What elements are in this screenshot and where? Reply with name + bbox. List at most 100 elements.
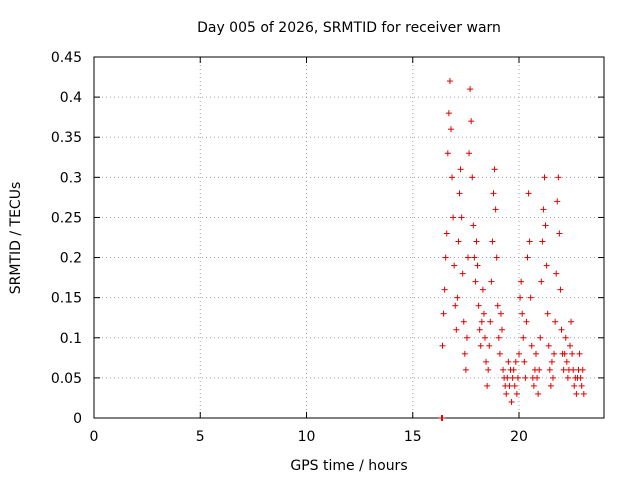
data-point [524, 254, 531, 261]
data-point [469, 174, 476, 181]
data-point [555, 174, 562, 181]
data-point [510, 366, 517, 373]
data-point [493, 254, 500, 261]
data-point [468, 118, 475, 125]
data-point [537, 334, 544, 341]
data-point [505, 358, 512, 365]
data-point [472, 278, 479, 285]
data-point [491, 166, 498, 173]
data-point [506, 382, 513, 389]
data-point [552, 318, 559, 325]
data-point [553, 270, 560, 277]
data-point [576, 350, 583, 357]
data-point [540, 206, 547, 213]
data-point [495, 334, 502, 341]
data-point [544, 310, 551, 317]
data-point [439, 415, 446, 421]
data-point [580, 390, 587, 397]
data-point [485, 366, 492, 373]
data-point [463, 334, 470, 341]
data-point [563, 358, 570, 365]
data-point [496, 350, 503, 357]
data-point [457, 166, 464, 173]
data-point [471, 254, 478, 261]
data-point [516, 350, 522, 357]
y-tick-label: 0.35 [51, 130, 82, 146]
data-point [479, 286, 486, 293]
data-point [467, 86, 474, 93]
data-point [453, 326, 460, 333]
data-point [480, 310, 487, 317]
data-point [539, 238, 546, 245]
data-point [541, 174, 548, 181]
data-point [492, 206, 499, 213]
data-point [483, 358, 490, 365]
data-point [523, 318, 530, 325]
data-point [511, 382, 518, 389]
y-tick-label: 0.2 [60, 251, 82, 267]
data-point [520, 334, 527, 341]
data-point [441, 286, 448, 293]
data-point [475, 302, 482, 309]
data-point [562, 334, 569, 341]
data-point [439, 342, 446, 349]
data-point [564, 374, 571, 381]
data-point [490, 190, 497, 197]
data-point [519, 310, 526, 317]
data-point [528, 342, 535, 349]
grid [94, 57, 604, 418]
data-point [452, 302, 459, 309]
data-point [578, 382, 585, 389]
data-point [569, 350, 576, 357]
y-tick-label: 0.45 [51, 50, 82, 66]
data-point [466, 150, 473, 157]
data-point [570, 366, 577, 373]
data-point [533, 350, 539, 357]
data-point [454, 294, 461, 301]
x-tick-label: 10 [298, 429, 316, 445]
data-point [513, 390, 520, 397]
data-point [521, 358, 528, 365]
data-point [442, 254, 449, 261]
y-tick-label: 0.05 [51, 371, 82, 387]
data-point [530, 382, 537, 389]
axis-ticks: 0 5 10 15 20 0 0.05 0.1 0.15 0.2 0.25 0.3 0.35 0.4 0.4… [51, 50, 604, 445]
data-point [568, 318, 575, 325]
data-point [487, 318, 494, 325]
data-point [474, 262, 481, 269]
data-point [536, 366, 543, 373]
data-point [497, 310, 504, 317]
x-tick-label: 15 [404, 429, 422, 445]
y-tick-label: 0 [73, 411, 82, 427]
plot-frame [93, 56, 605, 419]
y-tick-label: 0.4 [60, 90, 82, 106]
data-point [478, 318, 485, 325]
data-point [512, 358, 519, 365]
data-point [499, 326, 505, 333]
data-point [503, 390, 510, 397]
data-point [560, 366, 567, 373]
data-point [508, 398, 515, 405]
data-points [438, 78, 587, 421]
data-point [477, 342, 484, 349]
chart-title: Day 005 of 2026, SRMTID for receiver war… [197, 20, 501, 36]
data-point [548, 358, 555, 365]
data-point [550, 374, 556, 381]
x-axis-label: GPS time / hours [290, 458, 407, 474]
x-tick-label: 0 [90, 429, 99, 445]
y-tick-label: 0.1 [60, 331, 82, 347]
x-tick-label: 20 [510, 429, 528, 445]
data-point [514, 374, 521, 381]
x-tick-label: 5 [196, 429, 205, 445]
data-point [522, 374, 529, 381]
data-point [525, 190, 532, 197]
data-point [451, 262, 458, 269]
data-point [448, 126, 454, 133]
data-point [547, 382, 554, 389]
data-point [567, 342, 573, 349]
data-point [445, 110, 452, 117]
data-point [554, 198, 561, 205]
data-point [444, 150, 451, 157]
data-point [458, 214, 465, 221]
